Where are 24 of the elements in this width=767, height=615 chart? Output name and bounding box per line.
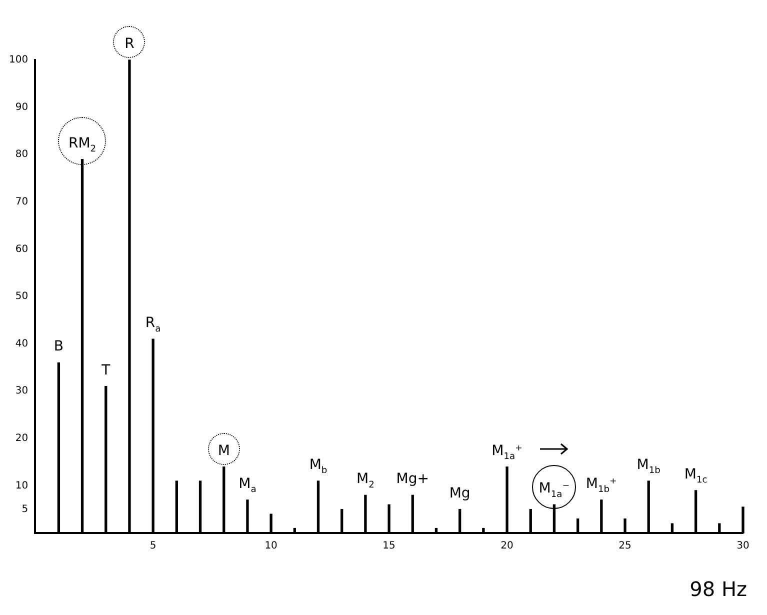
y-tick-label: 10 [15, 480, 28, 492]
y-tick-label: 100 [8, 54, 28, 66]
y-tick-label: 90 [15, 102, 28, 113]
annotation: Mg [449, 485, 470, 502]
y-tick-label: 70 [15, 196, 28, 208]
x-tick-label: 5 [150, 540, 156, 552]
y-tick-label: 40 [15, 338, 28, 350]
annotation: B [54, 338, 64, 355]
annotation: T [100, 362, 111, 378]
y-tick-label: 60 [15, 244, 28, 255]
x-tick-label: 15 [382, 540, 396, 552]
x-tick-label: 30 [736, 540, 750, 552]
annotation: Mg+ [396, 471, 429, 488]
y-tick-label: 5 [22, 504, 28, 515]
y-tick-label: 30 [15, 386, 28, 397]
text: 98 Hz [690, 577, 747, 601]
x-tick-label: 20 [500, 540, 514, 552]
annotation: M [218, 442, 230, 459]
y-tick-label: 50 [15, 291, 28, 302]
x-tick-label: 10 [264, 540, 278, 552]
annotation: R [124, 36, 135, 52]
y-tick-label: 20 [15, 432, 28, 444]
x-tick-label: 25 [618, 540, 632, 552]
y-tick-label: 80 [15, 149, 28, 160]
